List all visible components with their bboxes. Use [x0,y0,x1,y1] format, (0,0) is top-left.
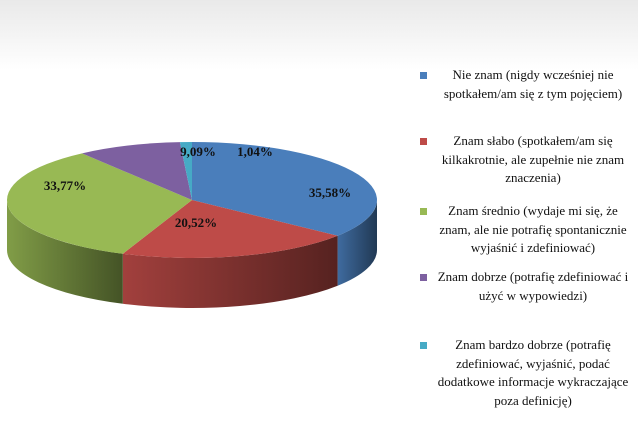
legend-item-nie-znam: Nie znam (nigdy wcześniej nie spotkałem/… [420,66,635,103]
legend-label-znam-slabo: Znam słabo (spotkałem/am się kilkakrotni… [441,133,625,185]
pie-top [6,142,378,258]
legend-label-znam-dobrze: Znam dobrze (potrafię zdefiniować i użyć… [437,269,629,303]
pie-label-3: 9,09% [180,144,216,159]
legend-item-znam-slabo: Znam słabo (spotkałem/am się kilkakrotni… [420,132,635,188]
pie-label-0: 35,58% [309,185,351,200]
pie-slice-0 [192,142,378,236]
legend-label-nie-znam: Nie znam (nigdy wcześniej nie spotkałem/… [443,67,623,101]
legend-swatch-znam-srednio [420,208,427,215]
pie-slice-4 [179,142,192,200]
pie-wall-0 [337,200,377,286]
legend-label-znam-bardzo-dobrze: Znam bardzo dobrze (potrafię zdefiniować… [437,337,629,408]
pie-label-2: 33,77% [44,178,86,193]
pie-side-walls [7,200,377,308]
legend-swatch-nie-znam [420,72,427,79]
pie-data-labels: 35,58% 20,52% 33,77% 9,09% 1,04% [44,144,351,230]
pie-slice-1 [122,200,338,258]
pie-slice-2 [6,153,192,254]
legend-swatch-znam-bardzo-dobrze [420,342,427,349]
pie-label-4: 1,04% [237,144,273,159]
pie-wall-2 [7,200,123,304]
legend-swatch-znam-slabo [420,138,427,145]
pie-chart: 35,58% 20,52% 33,77% 9,09% 1,04% [6,142,378,308]
legend-label-znam-srednio: Znam średnio (wydaje mi się, że znam, al… [439,203,627,255]
legend-item-znam-srednio: Znam średnio (wydaje mi się, że znam, al… [420,202,635,258]
pie-label-1: 20,52% [175,215,217,230]
legend-swatch-znam-dobrze [420,274,427,281]
legend-item-znam-dobrze: Znam dobrze (potrafię zdefiniować i użyć… [420,268,635,305]
pie-wall-1 [122,235,338,308]
legend-item-znam-bardzo-dobrze: Znam bardzo dobrze (potrafię zdefiniować… [420,336,635,410]
pie-slice-3 [82,142,192,200]
